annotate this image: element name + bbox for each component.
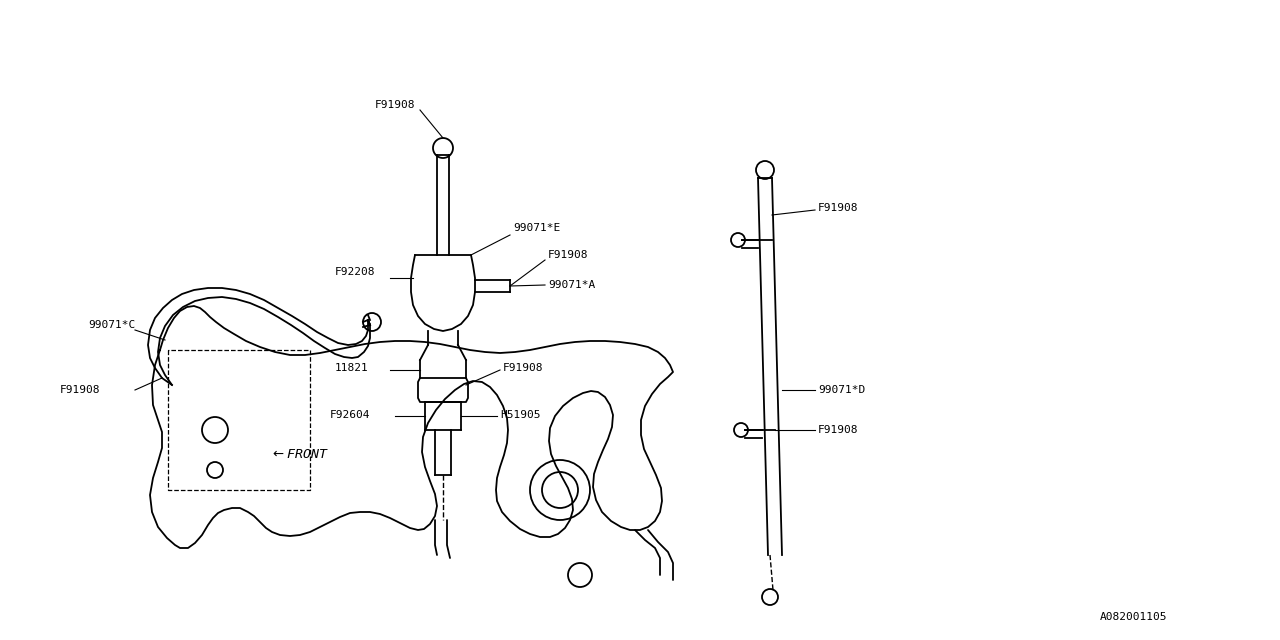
Text: F91908: F91908 (503, 363, 544, 373)
Text: F91908: F91908 (548, 250, 589, 260)
Text: 99071*A: 99071*A (548, 280, 595, 290)
Text: F91908: F91908 (818, 425, 859, 435)
Text: 99071*D: 99071*D (818, 385, 865, 395)
Text: 99071*C: 99071*C (88, 320, 136, 330)
Text: H51905: H51905 (500, 410, 540, 420)
Text: F92208: F92208 (335, 267, 375, 277)
Text: 11821: 11821 (335, 363, 369, 373)
Text: A082001105: A082001105 (1100, 612, 1167, 622)
Text: $\leftarrow$FRONT: $\leftarrow$FRONT (270, 449, 329, 461)
Text: F91908: F91908 (375, 100, 415, 110)
Text: F91908: F91908 (60, 385, 101, 395)
Text: 99071*E: 99071*E (513, 223, 561, 233)
Text: F91908: F91908 (818, 203, 859, 213)
Text: F92604: F92604 (330, 410, 370, 420)
